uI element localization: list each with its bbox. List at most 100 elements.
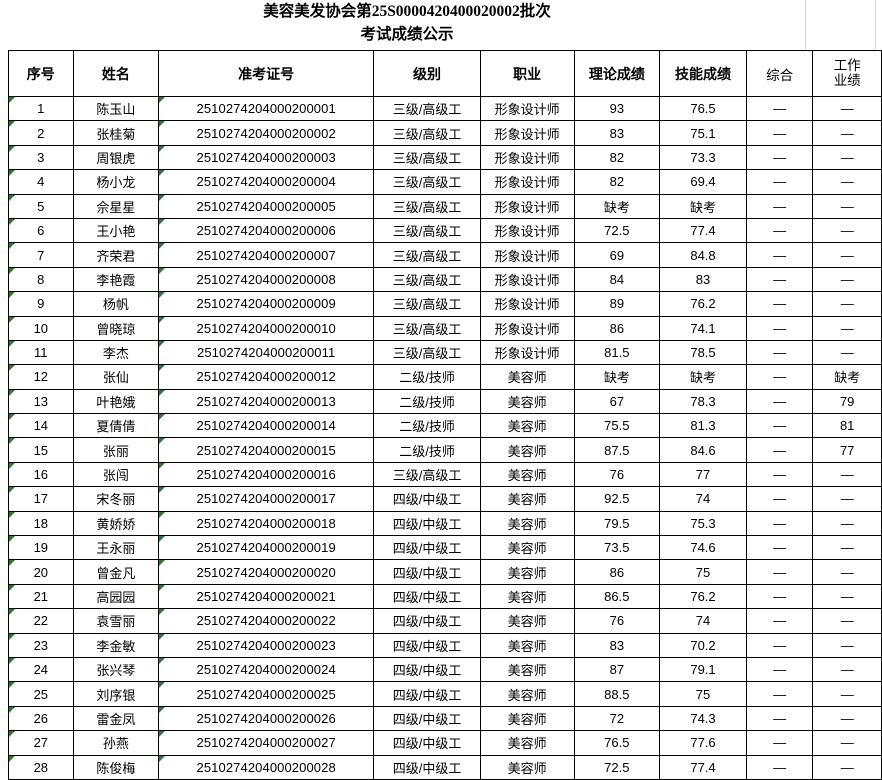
cell-comp[interactable]: — [745, 754, 814, 780]
cell-name[interactable]: 周银虎 [72, 144, 160, 171]
table-row[interactable]: 26 雷金凤 2510274204000200026 四级/中级工 美容师 72 74.3—… [8, 705, 882, 732]
cell-id[interactable]: 2510274204000200027 [158, 730, 375, 756]
cell-theory[interactable]: 87.5 [573, 437, 661, 463]
cell-theory[interactable]: 88.5 [573, 681, 661, 707]
table-row[interactable]: 18 黄娇娇 2510274204000200018 四级/中级工 美容师 79.5 75.… [8, 510, 882, 537]
cell-index[interactable]: 26 [8, 705, 74, 732]
table-row[interactable]: 20 曾金凡 2510274204000200020 四级/中级工 美容师 86 75— — [8, 559, 882, 585]
cell-perf[interactable]: — [812, 754, 882, 780]
cell-comp[interactable]: — [745, 388, 814, 415]
cell-perf[interactable]: — [812, 339, 882, 366]
cell-skill[interactable]: 73.3 [659, 144, 747, 171]
cell-perf[interactable]: — [812, 486, 882, 512]
cell-level[interactable]: 四级/中级工 [373, 681, 481, 707]
cell-name[interactable]: 齐荣君 [72, 242, 160, 268]
cell-theory[interactable]: 82 [573, 169, 661, 195]
table-row[interactable]: 9 杨帆 2510274204000200009 三级/高级工 形象设计师 89 76.2—… [8, 291, 882, 317]
cell-index[interactable]: 15 [8, 437, 74, 463]
cell-index[interactable]: 23 [8, 632, 74, 658]
cell-skill[interactable]: 75 [659, 559, 747, 585]
cell-perf[interactable]: — [812, 583, 882, 610]
cell-level[interactable]: 四级/中级工 [373, 510, 481, 537]
cell-id[interactable]: 2510274204000200002 [158, 120, 375, 146]
cell-comp[interactable]: — [745, 339, 814, 366]
cell-perf[interactable]: — [812, 681, 882, 707]
cell-index[interactable]: 14 [8, 413, 74, 439]
cell-theory[interactable]: 86 [573, 315, 661, 341]
cell-comp[interactable]: — [745, 705, 814, 732]
cell-level[interactable]: 三级/高级工 [373, 315, 481, 341]
table-row[interactable]: 8 李艳霞 2510274204000200008 三级/高级工 形象设计师 84 83— — [8, 266, 882, 293]
cell-job[interactable]: 美容师 [479, 437, 575, 463]
cell-comp[interactable]: — [745, 461, 814, 488]
cell-comp[interactable]: — [745, 535, 814, 561]
cell-id[interactable]: 2510274204000200015 [158, 437, 375, 463]
cell-index[interactable]: 19 [8, 535, 74, 561]
cell-perf[interactable]: — [812, 656, 882, 683]
cell-name[interactable]: 李艳霞 [72, 266, 160, 293]
table-row[interactable]: 16 张闯 2510274204000200016 三级/高级工 美容师 76 77— — [8, 461, 882, 488]
cell-comp[interactable]: — [745, 193, 814, 219]
cell-perf[interactable]: — [812, 144, 882, 171]
cell-perf[interactable]: — [812, 193, 882, 219]
cell-perf[interactable]: — [812, 730, 882, 756]
cell-theory[interactable]: 缺考 [573, 193, 661, 219]
cell-index[interactable]: 17 [8, 486, 74, 512]
cell-comp[interactable]: — [745, 730, 814, 756]
cell-comp[interactable]: — [745, 510, 814, 537]
cell-level[interactable]: 四级/中级工 [373, 535, 481, 561]
cell-job[interactable]: 形象设计师 [479, 144, 575, 171]
cell-index[interactable]: 28 [8, 754, 74, 780]
cell-job[interactable]: 美容师 [479, 656, 575, 683]
cell-id[interactable]: 2510274204000200019 [158, 535, 375, 561]
cell-perf[interactable]: 79 [812, 388, 882, 415]
cell-name[interactable]: 陈玉山 [72, 95, 160, 122]
cell-theory[interactable]: 75.5 [573, 413, 661, 439]
cell-id[interactable]: 2510274204000200020 [158, 559, 375, 585]
cell-id[interactable]: 2510274204000200004 [158, 169, 375, 195]
cell-theory[interactable]: 69 [573, 242, 661, 268]
table-row[interactable]: 27 孙燕 2510274204000200027 四级/中级工 美容师 76.5 77.6… [8, 730, 882, 756]
cell-skill[interactable]: 77 [659, 461, 747, 488]
cell-level[interactable]: 四级/中级工 [373, 632, 481, 658]
cell-skill[interactable]: 74 [659, 486, 747, 512]
cell-id[interactable]: 2510274204000200014 [158, 413, 375, 439]
cell-perf[interactable]: — [812, 461, 882, 488]
cell-comp[interactable]: — [745, 242, 814, 268]
cell-index[interactable]: 2 [8, 120, 74, 146]
cell-index[interactable]: 6 [8, 217, 74, 244]
cell-skill[interactable]: 75 [659, 681, 747, 707]
cell-comp[interactable]: — [745, 656, 814, 683]
cell-skill[interactable]: 77.4 [659, 217, 747, 244]
cell-perf[interactable]: — [812, 242, 882, 268]
table-row[interactable]: 4 杨小龙 2510274204000200004 三级/高级工 形象设计师 82 69.4… [8, 169, 882, 195]
cell-skill[interactable]: 69.4 [659, 169, 747, 195]
cell-name[interactable]: 张闯 [72, 461, 160, 488]
cell-job[interactable]: 形象设计师 [479, 217, 575, 244]
cell-theory[interactable]: 87 [573, 656, 661, 683]
cell-comp[interactable]: — [745, 364, 814, 390]
cell-skill[interactable]: 78.5 [659, 339, 747, 366]
cell-index[interactable]: 16 [8, 461, 74, 488]
cell-comp[interactable]: — [745, 95, 814, 122]
cell-comp[interactable]: — [745, 144, 814, 171]
cell-id[interactable]: 2510274204000200028 [158, 754, 375, 780]
cell-level[interactable]: 三级/高级工 [373, 266, 481, 293]
cell-job[interactable]: 美容师 [479, 413, 575, 439]
cell-id[interactable]: 2510274204000200011 [158, 339, 375, 366]
cell-id[interactable]: 2510274204000200017 [158, 486, 375, 512]
cell-theory[interactable]: 72 [573, 705, 661, 732]
cell-perf[interactable]: — [812, 169, 882, 195]
cell-skill[interactable]: 76.2 [659, 583, 747, 610]
cell-name[interactable]: 张丽 [72, 437, 160, 463]
table-row[interactable]: 3 周银虎 2510274204000200003 三级/高级工 形象设计师 82 73.3… [8, 144, 882, 171]
cell-name[interactable]: 张仙 [72, 364, 160, 390]
cell-comp[interactable]: — [745, 315, 814, 341]
cell-skill[interactable]: 84.6 [659, 437, 747, 463]
cell-index[interactable]: 25 [8, 681, 74, 707]
cell-level[interactable]: 三级/高级工 [373, 144, 481, 171]
cell-level[interactable]: 三级/高级工 [373, 95, 481, 122]
cell-perf[interactable]: — [812, 315, 882, 341]
cell-index[interactable]: 11 [8, 339, 74, 366]
cell-job[interactable]: 形象设计师 [479, 266, 575, 293]
